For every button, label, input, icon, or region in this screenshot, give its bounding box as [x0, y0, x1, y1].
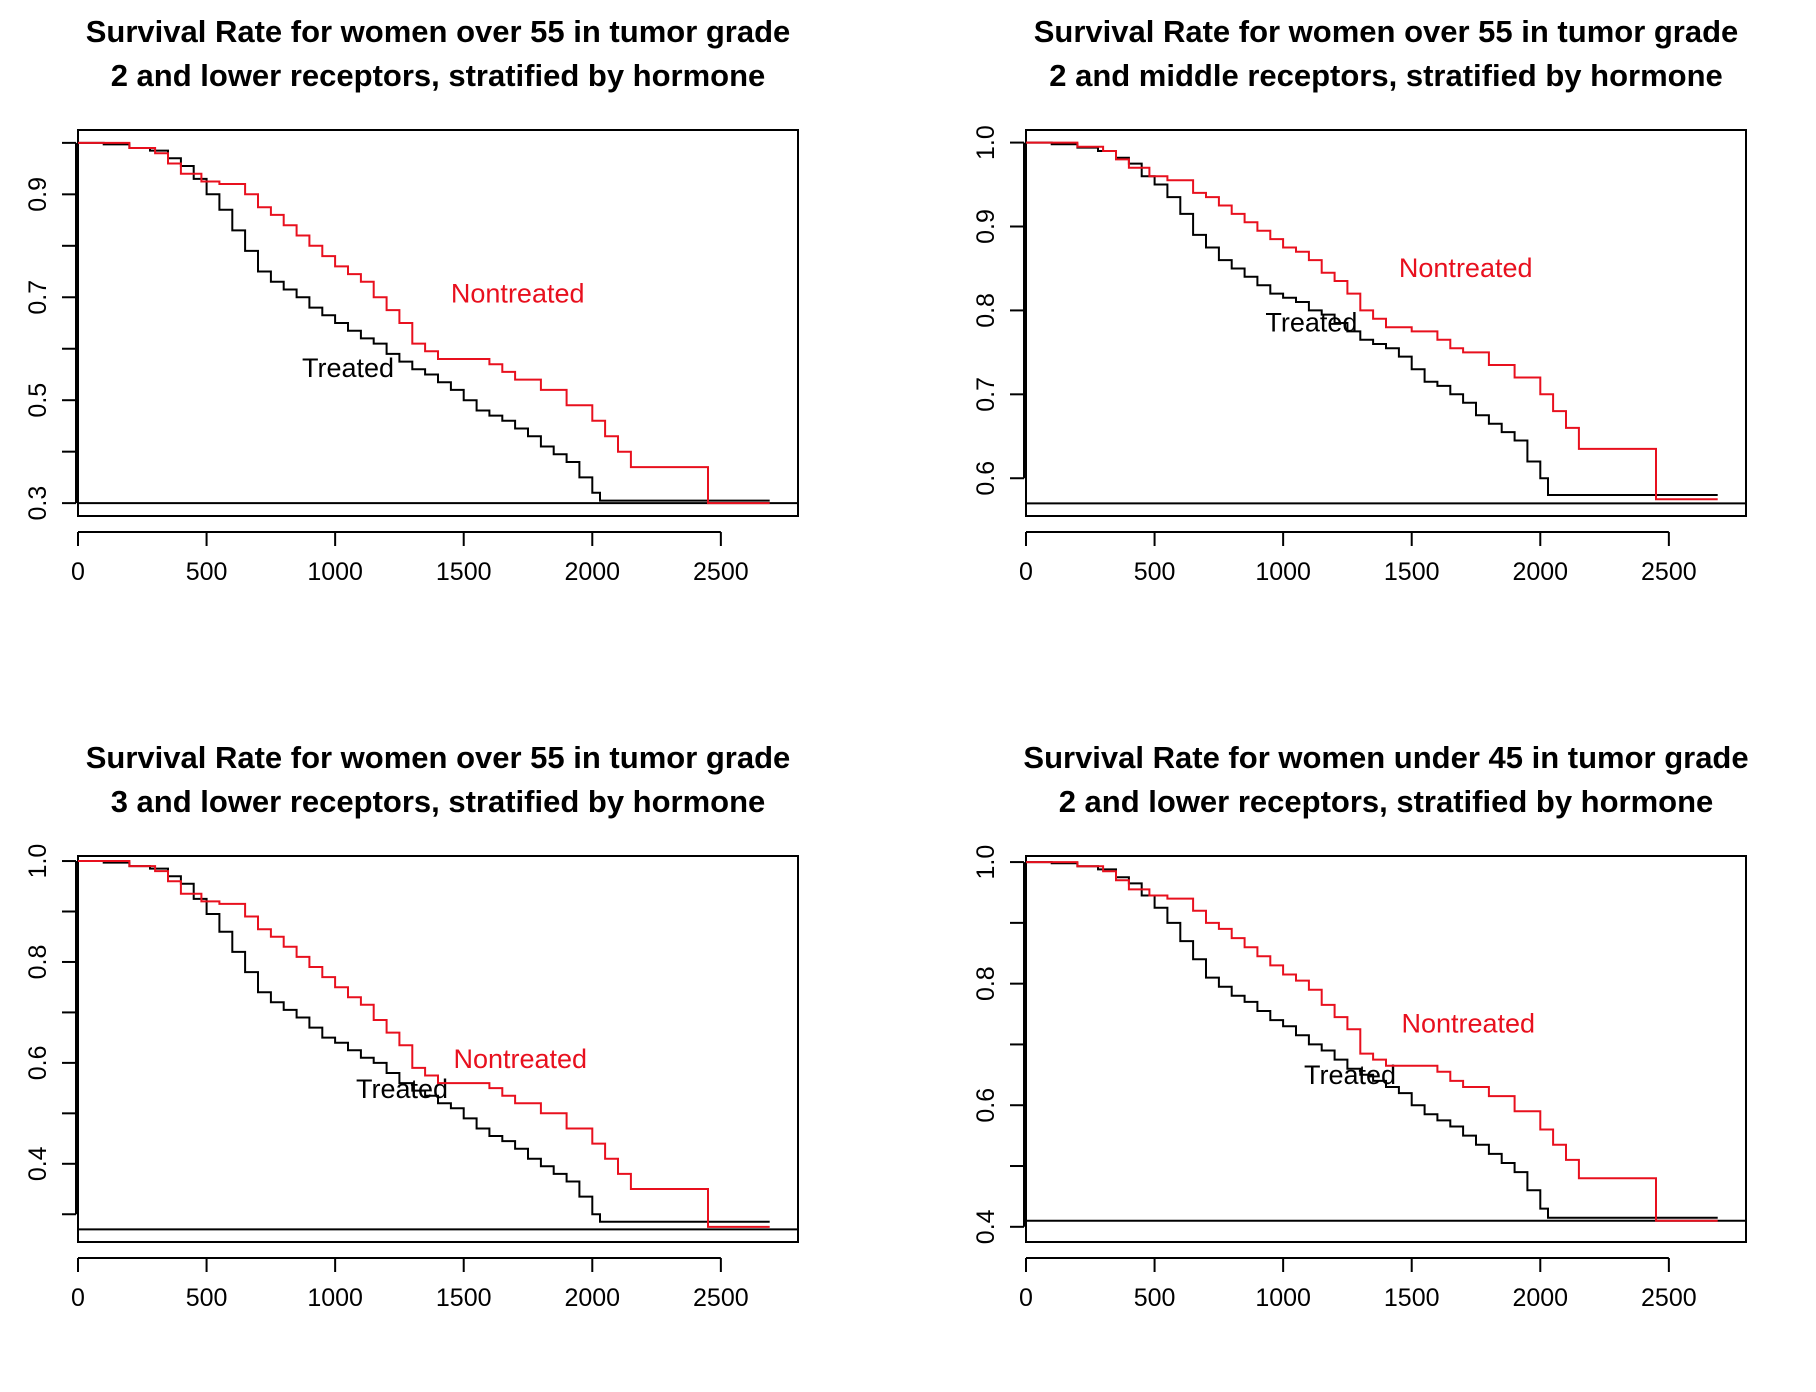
plot-frame — [1025, 129, 1747, 517]
x-tick-label: 2500 — [693, 558, 749, 586]
x-tick-label: 1500 — [436, 1284, 492, 1312]
chart-title-line-1: Survival Rate for women over 55 in tumor… — [86, 740, 791, 775]
x-tick-label: 2500 — [693, 1284, 749, 1312]
chart-title-line-2: 2 and lower receptors, stratified by hor… — [111, 58, 766, 93]
x-tick-label: 1000 — [307, 1284, 363, 1312]
y-tick-label: 1.0 — [24, 844, 52, 879]
treated-label: Treated — [1265, 307, 1357, 337]
x-axis: 0 500 1000 1500 2000 2500 — [71, 1257, 749, 1312]
y-tick-label: 0.6 — [972, 461, 1000, 496]
x-tick-label: 2000 — [1512, 1284, 1568, 1312]
survival-chart-2: Survival Rate for women over 55 in tumor… — [972, 14, 1747, 586]
survival-chart-4: Survival Rate for women under 45 in tumo… — [972, 740, 1749, 1312]
x-tick-label: 0 — [71, 558, 85, 586]
treated-label: Treated — [356, 1074, 448, 1104]
chart-title-line-2: 3 and lower receptors, stratified by hor… — [111, 784, 766, 819]
chart-title-line-1: Survival Rate for women under 45 in tumo… — [1023, 740, 1748, 775]
y-tick-label: 0.3 — [24, 486, 52, 521]
y-tick-label: 0.6 — [24, 1045, 52, 1080]
y-tick-label: 0.6 — [972, 1088, 1000, 1123]
y-tick-label: 1.0 — [972, 125, 1000, 160]
nontreated-curve — [78, 141, 770, 505]
x-tick-label: 2500 — [1641, 558, 1697, 586]
plot-frame — [77, 855, 799, 1243]
y-tick-label: 0.7 — [24, 280, 52, 315]
x-tick-label: 0 — [1019, 558, 1033, 586]
nontreated-curve — [1026, 861, 1718, 1222]
nontreated-label: Nontreated — [451, 278, 585, 308]
y-tick-label: 0.9 — [972, 209, 1000, 244]
x-axis: 0 500 1000 1500 2000 2500 — [1019, 531, 1697, 586]
plot-frame — [77, 129, 799, 517]
x-tick-label: 0 — [71, 1284, 85, 1312]
x-tick-label: 0 — [1019, 1284, 1033, 1312]
treated-curve — [78, 141, 770, 502]
y-axis: 0.3 0.5 0.7 0.9 — [24, 141, 77, 521]
y-tick-label: 0.4 — [24, 1146, 52, 1181]
treated-curve — [1026, 861, 1718, 1219]
x-tick-label: 2000 — [564, 1284, 620, 1312]
x-axis: 0 500 1000 1500 2000 2500 — [1019, 1257, 1697, 1312]
x-tick-label: 1000 — [1255, 1284, 1311, 1312]
y-axis: 0.6 0.7 0.8 0.9 1.0 — [972, 125, 1025, 496]
treated-curve — [78, 860, 770, 1223]
y-tick-label: 0.4 — [972, 1209, 1000, 1244]
treated-label: Treated — [302, 353, 394, 383]
y-tick-label: 0.8 — [24, 945, 52, 980]
x-tick-label: 2000 — [1512, 558, 1568, 586]
y-tick-label: 0.7 — [972, 377, 1000, 412]
nontreated-curve — [1026, 141, 1718, 501]
x-tick-label: 1000 — [1255, 558, 1311, 586]
y-axis: 0.4 0.6 0.8 1.0 — [24, 844, 77, 1216]
x-tick-label: 500 — [1134, 558, 1176, 586]
y-tick-label: 0.5 — [24, 383, 52, 418]
survival-chart-1: Survival Rate for women over 55 in tumor… — [24, 14, 799, 586]
treated-label: Treated — [1304, 1060, 1396, 1090]
x-axis: 0 500 1000 1500 2000 2500 — [71, 531, 749, 586]
nontreated-label: Nontreated — [453, 1044, 587, 1074]
x-tick-label: 500 — [186, 1284, 228, 1312]
chart-title-line-1: Survival Rate for women over 55 in tumor… — [1034, 14, 1739, 49]
nontreated-label: Nontreated — [1399, 253, 1533, 283]
y-tick-label: 0.8 — [972, 966, 1000, 1001]
x-tick-label: 500 — [1134, 1284, 1176, 1312]
chart-title-line-1: Survival Rate for women over 55 in tumor… — [86, 14, 791, 49]
y-tick-label: 1.0 — [972, 845, 1000, 880]
x-tick-label: 1500 — [436, 558, 492, 586]
x-tick-label: 1500 — [1384, 558, 1440, 586]
survival-chart-3: Survival Rate for women over 55 in tumor… — [24, 740, 799, 1312]
treated-curve — [1026, 141, 1718, 496]
x-tick-label: 1000 — [307, 558, 363, 586]
chart-title-line-2: 2 and middle receptors, stratified by ho… — [1049, 58, 1723, 93]
x-tick-label: 500 — [186, 558, 228, 586]
y-axis: 0.4 0.6 0.8 1.0 — [972, 845, 1025, 1244]
plot-frame — [1025, 855, 1747, 1243]
chart-title-line-2: 2 and lower receptors, stratified by hor… — [1059, 784, 1714, 819]
x-tick-label: 2500 — [1641, 1284, 1697, 1312]
y-tick-label: 0.9 — [24, 177, 52, 212]
nontreated-label: Nontreated — [1401, 1008, 1535, 1038]
x-tick-label: 2000 — [564, 558, 620, 586]
x-tick-label: 1500 — [1384, 1284, 1440, 1312]
y-tick-label: 0.8 — [972, 293, 1000, 328]
nontreated-curve — [78, 860, 770, 1228]
